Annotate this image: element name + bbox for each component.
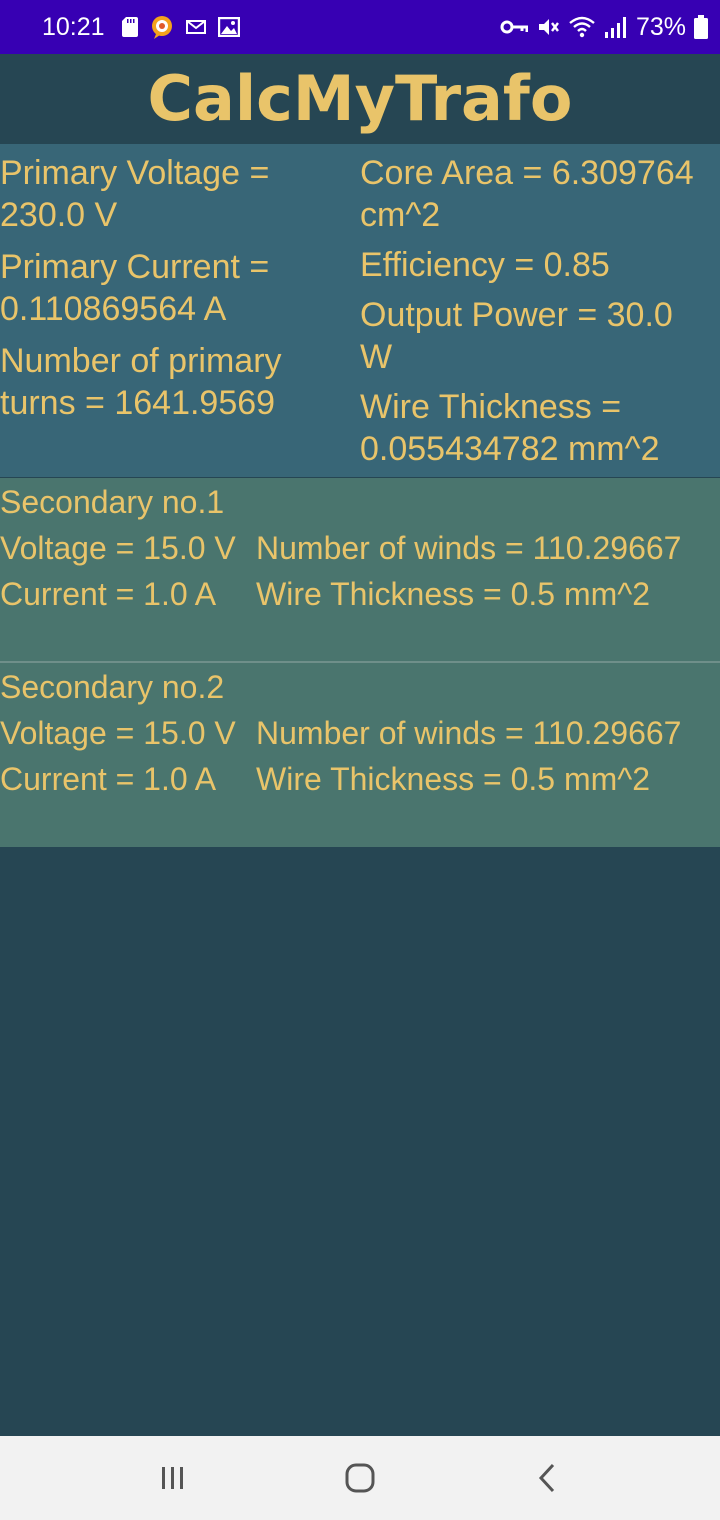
primary-turns: Number of primary turns = 1641.9569: [0, 342, 282, 422]
efficiency: Efficiency = 0.85: [360, 246, 610, 284]
mail-icon: [186, 20, 206, 34]
secondary-winds: Number of winds = 110.29667: [256, 530, 682, 566]
chat-bubble-icon: [152, 16, 172, 39]
secondary-voltage: Voltage = 15.0 V: [0, 715, 236, 751]
recent-apps-icon: [162, 1467, 183, 1489]
home-icon: [345, 1463, 375, 1493]
image-icon: [218, 17, 240, 37]
status-right-icons: 73%: [500, 12, 708, 42]
primary-wire-thickness: Wire Thickness = 0.055434782 mm^2: [360, 388, 660, 468]
signal-icon: [604, 17, 626, 38]
app-header: CalcMyTrafo: [0, 54, 720, 144]
wifi-icon: [569, 16, 595, 38]
primary-voltage: Primary Voltage = 230.0 V: [0, 154, 270, 234]
secondary-title: Secondary no.1: [0, 484, 225, 520]
battery-percent: 73%: [635, 13, 686, 41]
secondary-current: Current = 1.0 A: [0, 761, 217, 797]
secondary-wire-thickness: Wire Thickness = 0.5 mm^2: [256, 576, 651, 612]
status-time: 10:21: [42, 13, 105, 41]
secondary-voltage: Voltage = 15.0 V: [0, 530, 236, 566]
secondary-title: Secondary no.2: [0, 669, 225, 705]
secondary-wire-thickness: Wire Thickness = 0.5 mm^2: [256, 761, 651, 797]
secondary-card-1: Secondary no.1 Voltage = 15.0 V Number o…: [0, 478, 720, 662]
status-bar: 10:21: [0, 0, 720, 54]
navigation-bar: [0, 1436, 720, 1520]
back-icon: [538, 1463, 555, 1493]
home-button[interactable]: [330, 1456, 390, 1500]
secondary-card-2: Secondary no.2 Voltage = 15.0 V Number o…: [0, 663, 720, 847]
output-power: Output Power = 30.0 W: [360, 296, 673, 376]
primary-left-column: Primary Voltage = 230.0 V Primary Curren…: [0, 152, 340, 434]
vpn-key-icon: [500, 20, 528, 34]
back-button[interactable]: [518, 1456, 578, 1500]
secondary-current: Current = 1.0 A: [0, 576, 217, 612]
divider: [0, 661, 720, 663]
primary-right-column: Core Area = 6.309764 cm^2 Efficiency = 0…: [360, 152, 720, 478]
primary-section: Primary Voltage = 230.0 V Primary Curren…: [0, 144, 720, 477]
primary-current: Primary Current = 0.110869564 A: [0, 248, 270, 328]
status-left-icons: [122, 14, 240, 40]
app-title: CalcMyTrafo: [147, 62, 573, 135]
secondary-winds: Number of winds = 110.29667: [256, 715, 682, 751]
core-area: Core Area = 6.309764 cm^2: [360, 154, 694, 234]
recent-apps-button[interactable]: [143, 1456, 203, 1500]
mute-icon: [538, 19, 559, 35]
battery-icon: [694, 15, 708, 39]
sd-card-icon: [122, 17, 138, 37]
